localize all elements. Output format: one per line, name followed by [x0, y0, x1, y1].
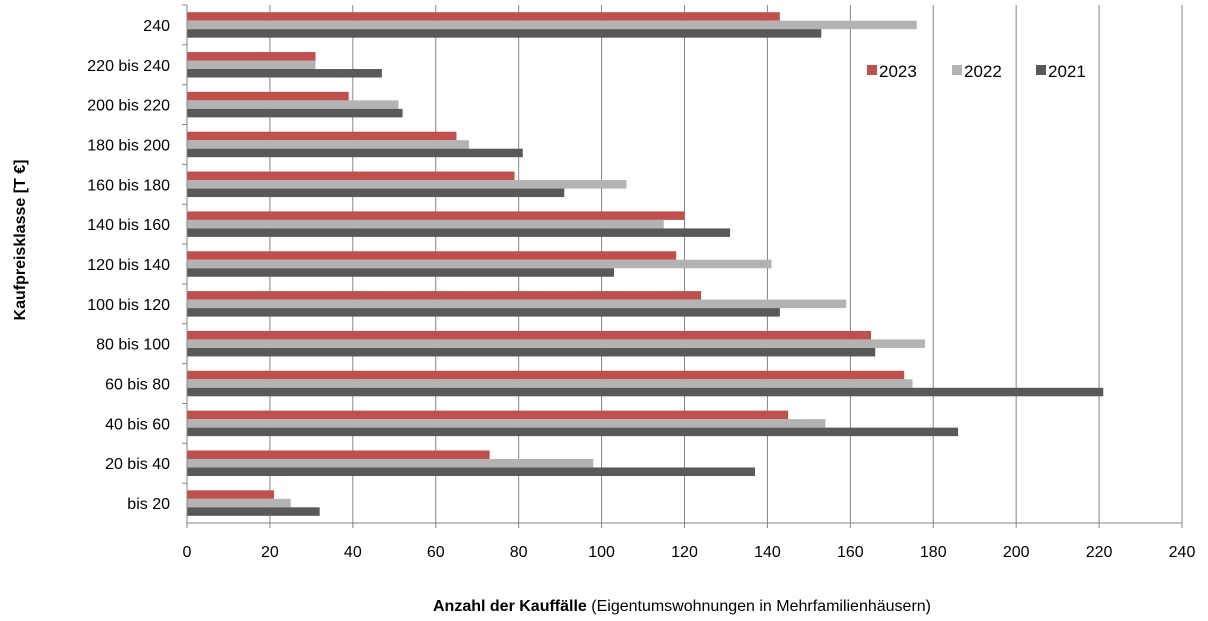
bar-2021: [187, 29, 822, 38]
bar-2022: [187, 339, 925, 348]
legend-label-2023: 2023: [879, 62, 917, 81]
x-tick-label: 20: [261, 544, 279, 561]
bar-2023: [187, 91, 349, 101]
legend-swatch-2023: [867, 65, 877, 75]
x-tick-label: 40: [344, 544, 362, 561]
x-tick-label: 80: [510, 544, 528, 561]
legend-label-2021: 2021: [1048, 62, 1086, 81]
bar-2023: [187, 251, 677, 260]
bar-2022: [187, 379, 913, 388]
category-label: 40 bis 60: [105, 416, 170, 433]
bar-2021: [187, 347, 876, 357]
bar-2023: [187, 410, 789, 420]
category-label: 200 bis 220: [87, 98, 170, 115]
bar-2023: [187, 211, 685, 220]
legend: 2023 2022 2021: [867, 62, 1086, 81]
legend-swatch-2021: [1036, 65, 1046, 75]
bar-2021: [187, 69, 382, 78]
x-axis-label-rest: (Eigentumswohnungen in Mehrfamilienhäuse…: [587, 598, 931, 615]
legend-label-2022: 2022: [964, 62, 1002, 81]
y-tick-labels: 240 220 bis 240 200 bis 220 180 bis 200 160 …: [87, 4, 187, 513]
bar-2023: [187, 490, 275, 499]
category-label: bis 20: [127, 496, 170, 513]
bar-2022: [187, 259, 772, 269]
x-tick-label: 100: [588, 544, 615, 561]
bar-2022: [187, 140, 469, 149]
bar-2022: [187, 458, 594, 468]
bar-2022: [187, 180, 627, 189]
x-tick-label: 220: [1086, 544, 1113, 561]
bar-2021: [187, 188, 565, 198]
bars: [187, 12, 1104, 516]
x-axis-label-bold: Anzahl der Kauffälle: [433, 598, 587, 615]
bar-2022: [187, 299, 847, 309]
y-axis-label: Kaufpreisklasse [T €]: [12, 160, 29, 321]
category-label: 220 bis 240: [87, 58, 170, 75]
bar-2021: [187, 467, 755, 476]
x-tick-label: 160: [837, 544, 864, 561]
bar-2022: [187, 219, 664, 229]
category-label: 120 bis 140: [87, 257, 170, 274]
bar-2021: [187, 108, 403, 118]
category-label: 240: [143, 18, 170, 35]
bar-2022: [187, 419, 826, 428]
category-label: 20 bis 40: [105, 456, 170, 473]
bar-2022: [187, 100, 399, 109]
category-label: 160 bis 180: [87, 177, 170, 194]
category-label: 80 bis 100: [96, 337, 170, 354]
bar-2021: [187, 268, 615, 277]
bar-2023: [187, 291, 702, 300]
bar-2022: [187, 498, 291, 508]
bar-2023: [187, 52, 316, 61]
x-tick-label: 120: [671, 544, 698, 561]
x-tick-label: 200: [1003, 544, 1030, 561]
bar-2022: [187, 60, 316, 70]
bar-2021: [187, 507, 320, 516]
bar-2023: [187, 450, 490, 459]
bar-2023: [187, 131, 457, 141]
bar-2022: [187, 20, 917, 30]
category-label: 140 bis 160: [87, 217, 170, 234]
bar-2023: [187, 330, 872, 340]
x-axis-label: Anzahl der Kauffälle (Eigentumswohnungen…: [433, 598, 931, 615]
bar-2023: [187, 370, 905, 380]
bar-2021: [187, 228, 731, 237]
bar-2021: [187, 387, 1104, 397]
x-tick-label: 180: [920, 544, 947, 561]
bar-2021: [187, 427, 959, 437]
bar-2021: [187, 148, 523, 158]
bar-2023: [187, 12, 780, 21]
x-tick-label: 140: [754, 544, 781, 561]
x-tick-label: 60: [427, 544, 445, 561]
x-tick-labels: 0 20 40 60 80 100 120 140 160 180 200 220 240: [183, 523, 1196, 561]
category-label: 180 bis 200: [87, 137, 170, 154]
legend-swatch-2022: [952, 65, 962, 75]
x-tick-label: 0: [183, 544, 192, 561]
bar-2023: [187, 171, 515, 181]
x-tick-label: 240: [1169, 544, 1196, 561]
category-label: 100 bis 120: [87, 297, 170, 314]
bar-2021: [187, 308, 780, 317]
category-label: 60 bis 80: [105, 377, 170, 394]
